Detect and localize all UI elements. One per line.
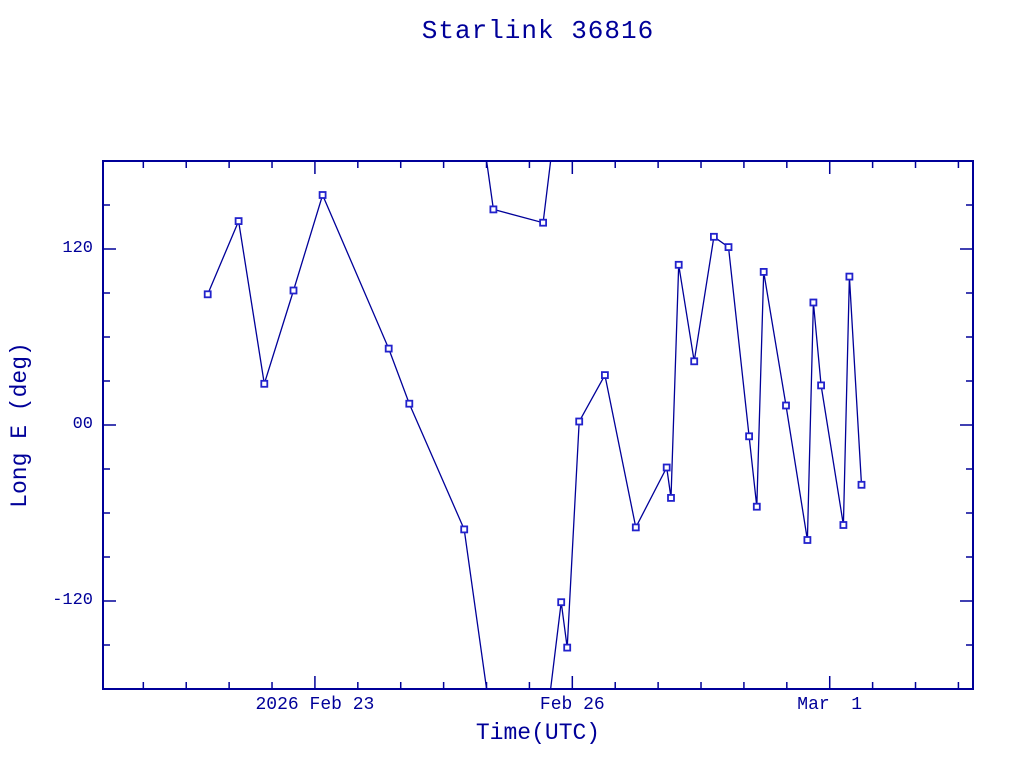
- x-axis-title: Time(UTC): [475, 720, 601, 746]
- data-point-marker: [203, 290, 212, 299]
- data-point-marker: [489, 205, 498, 214]
- data-point-marker: [857, 480, 866, 489]
- data-point-marker: [539, 218, 547, 227]
- data-point-marker: [318, 191, 327, 199]
- x-tick-label-feb23: 2026 Feb 23: [255, 695, 375, 715]
- x-tick-label-mar1: Mar 1: [797, 695, 863, 715]
- data-point-marker: [260, 379, 269, 388]
- data-point-marker: [752, 502, 761, 511]
- series-line-segment: [485, 161, 552, 224]
- data-point-marker: [674, 260, 683, 269]
- series-line-segment: [207, 193, 488, 689]
- y-tick-label-120: 120: [62, 239, 93, 258]
- chart-title: Starlink 36816: [421, 16, 655, 46]
- series-line-segment: [549, 235, 863, 689]
- plot-frame: [102, 160, 974, 690]
- data-point-marker: [601, 371, 609, 380]
- data-point-marker: [460, 525, 469, 534]
- data-point-marker: [839, 521, 848, 529]
- data-point-marker: [662, 463, 671, 472]
- data-point-marker: [803, 536, 812, 544]
- data-point-marker: [557, 598, 566, 607]
- data-point-marker: [809, 298, 818, 307]
- data-point-marker: [759, 267, 768, 276]
- data-point-marker: [724, 243, 733, 252]
- data-point-marker: [405, 399, 414, 408]
- y-tick-label-0: 00: [72, 415, 93, 434]
- data-point-marker: [234, 217, 243, 226]
- data-point-marker: [667, 493, 675, 502]
- data-point-marker: [575, 417, 584, 426]
- data-point-marker: [782, 401, 790, 410]
- data-point-marker: [563, 643, 572, 652]
- y-tick-label-neg120: -120: [52, 591, 93, 610]
- data-point-marker: [289, 286, 298, 295]
- data-point-marker: [710, 232, 718, 241]
- data-point-marker: [384, 344, 393, 353]
- data-point-marker: [817, 381, 825, 390]
- data-point-marker: [690, 357, 699, 366]
- data-point-marker: [631, 523, 640, 532]
- data-point-marker: [745, 432, 753, 441]
- x-tick-label-feb26: Feb 26: [539, 695, 605, 715]
- data-point-marker: [845, 272, 854, 281]
